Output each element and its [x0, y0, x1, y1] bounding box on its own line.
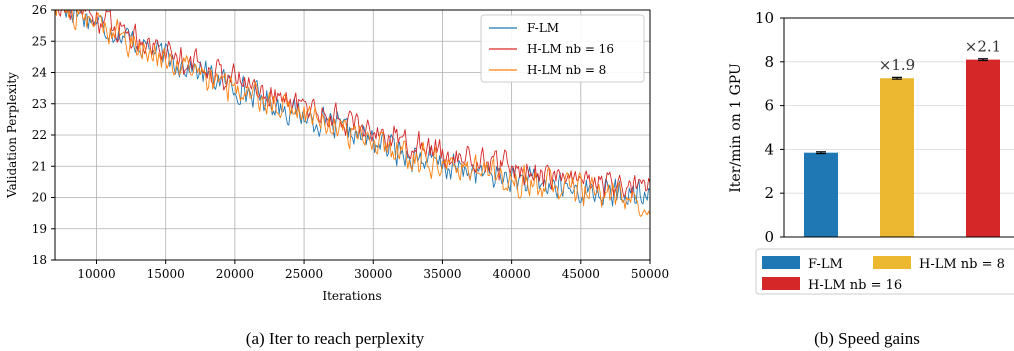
chart-a-legend: F-LM H-LM nb = 16 H-LM nb = 8	[480, 14, 645, 83]
chart-b-legend-box	[755, 248, 1014, 295]
chart-b-bar	[804, 152, 838, 237]
legend-swatch-b-h-lm-8	[873, 256, 911, 269]
chart-a: 10000 15000 20000 25000 30000 35000 40000 45000…	[5, 3, 669, 348]
chart-a-y-ticks: 18 19 20 21 22 23 24 25 26	[32, 3, 55, 267]
chart-b-caption: (b) Speed gains	[814, 329, 920, 348]
chart-b: ×1.9 ×2.1 0 2 4 6 8 10 Iter/min on 1 GPU F-LM …	[728, 9, 1014, 348]
chart-b-y-tick-label: 6	[764, 97, 774, 115]
chart-a-x-tick-label: 40000	[493, 267, 531, 281]
chart-a-x-ticks: 10000 15000 20000 25000 30000 35000 40000 45000…	[77, 260, 669, 281]
chart-b-speedup-label: ×2.1	[965, 38, 1001, 56]
legend-label-h-lm-8: H-LM nb = 8	[527, 63, 606, 77]
chart-b-legend: F-LM H-LM nb = 8 H-LM nb = 16	[755, 248, 1014, 295]
chart-a-y-tick-label: 25	[32, 34, 47, 48]
chart-b-y-tick-label: 10	[755, 9, 774, 27]
legend-swatch-b-f-lm	[762, 256, 800, 269]
chart-b-error-bars	[816, 58, 988, 155]
chart-b-y-ticks: 0 2 4 6 8 10	[755, 9, 784, 246]
chart-b-bar	[966, 59, 1000, 237]
chart-a-y-tick-label: 21	[32, 159, 47, 173]
chart-b-annotations: ×1.9 ×2.1	[879, 38, 1001, 75]
legend-label-h-lm-16: H-LM nb = 16	[527, 42, 614, 56]
chart-a-series-lines	[55, 10, 650, 217]
chart-a-x-tick-label: 10000	[77, 267, 115, 281]
chart-b-y-tick-label: 0	[764, 228, 774, 246]
chart-b-bars	[804, 59, 1000, 237]
chart-a-y-tick-label: 19	[32, 222, 47, 236]
chart-b-speedup-label: ×1.9	[879, 56, 915, 74]
chart-a-x-axis-label: Iterations	[322, 289, 381, 303]
chart-a-y-tick-label: 22	[32, 128, 47, 142]
chart-a-x-tick-label: 35000	[423, 267, 461, 281]
chart-a-x-tick-label: 30000	[354, 267, 392, 281]
chart-a-x-tick-label: 25000	[285, 267, 323, 281]
chart-a-series-line	[57, 10, 650, 199]
chart-a-caption: (a) Iter to reach perplexity	[246, 329, 425, 348]
legend-label-b-f-lm: F-LM	[808, 257, 843, 272]
chart-b-y-tick-label: 4	[764, 140, 774, 158]
chart-b-y-tick-label: 8	[764, 53, 774, 71]
chart-a-y-tick-label: 20	[32, 191, 47, 205]
chart-b-bar	[880, 78, 914, 237]
chart-a-legend-box	[480, 14, 645, 83]
chart-b-y-tick-label: 2	[764, 184, 774, 202]
chart-a-x-tick-label: 45000	[562, 267, 600, 281]
chart-a-x-tick-label: 15000	[147, 267, 185, 281]
legend-label-b-h-lm-8: H-LM nb = 8	[919, 257, 1005, 272]
chart-a-y-tick-label: 26	[32, 3, 47, 17]
chart-a-x-tick-label: 50000	[631, 267, 669, 281]
chart-a-series-line	[55, 10, 650, 217]
legend-label-f-lm: F-LM	[527, 21, 559, 35]
chart-b-y-axis-label: Iter/min on 1 GPU	[728, 63, 744, 193]
chart-a-y-tick-label: 24	[32, 66, 48, 80]
legend-label-b-h-lm-16: H-LM nb = 16	[808, 278, 902, 293]
chart-a-y-tick-label: 23	[32, 97, 47, 111]
chart-a-x-tick-label: 20000	[216, 267, 254, 281]
chart-a-y-tick-label: 18	[32, 253, 47, 267]
chart-a-y-axis-label: Validation Perplexity	[5, 72, 19, 199]
legend-swatch-b-h-lm-16	[762, 277, 800, 290]
